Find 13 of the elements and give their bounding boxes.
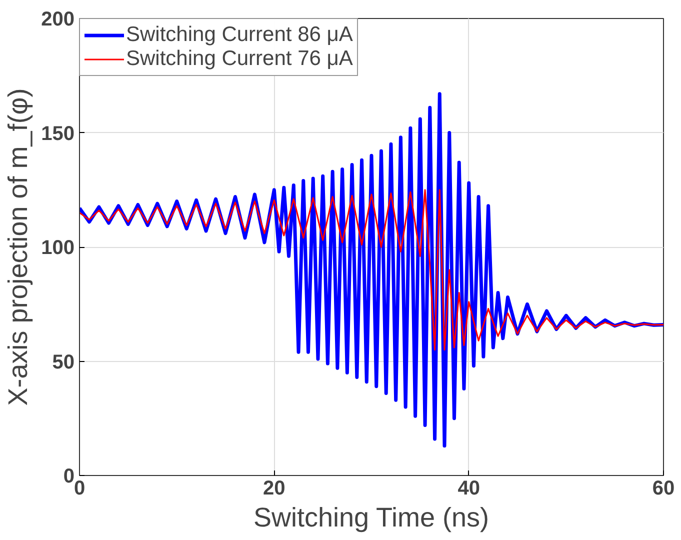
y-tick-label: 50 — [52, 351, 75, 374]
x-tick-label: 40 — [458, 478, 480, 500]
line-series — [80, 92, 664, 448]
line-series — [80, 189, 664, 351]
x-axis-title: Switching Time (ns) — [253, 502, 490, 532]
y-axis-title: X-axis projection of m_f(φ) — [3, 88, 34, 406]
y-tick-label: 150 — [41, 122, 75, 145]
x-tick-label: 20 — [263, 478, 286, 500]
legend-label: Switching Current 86 μA — [126, 23, 353, 47]
x-tick-label: 60 — [652, 478, 675, 500]
legend-label: Switching Current 76 μA — [126, 47, 353, 71]
y-tick-label: 100 — [41, 237, 75, 259]
y-tick-label: 200 — [41, 8, 75, 30]
